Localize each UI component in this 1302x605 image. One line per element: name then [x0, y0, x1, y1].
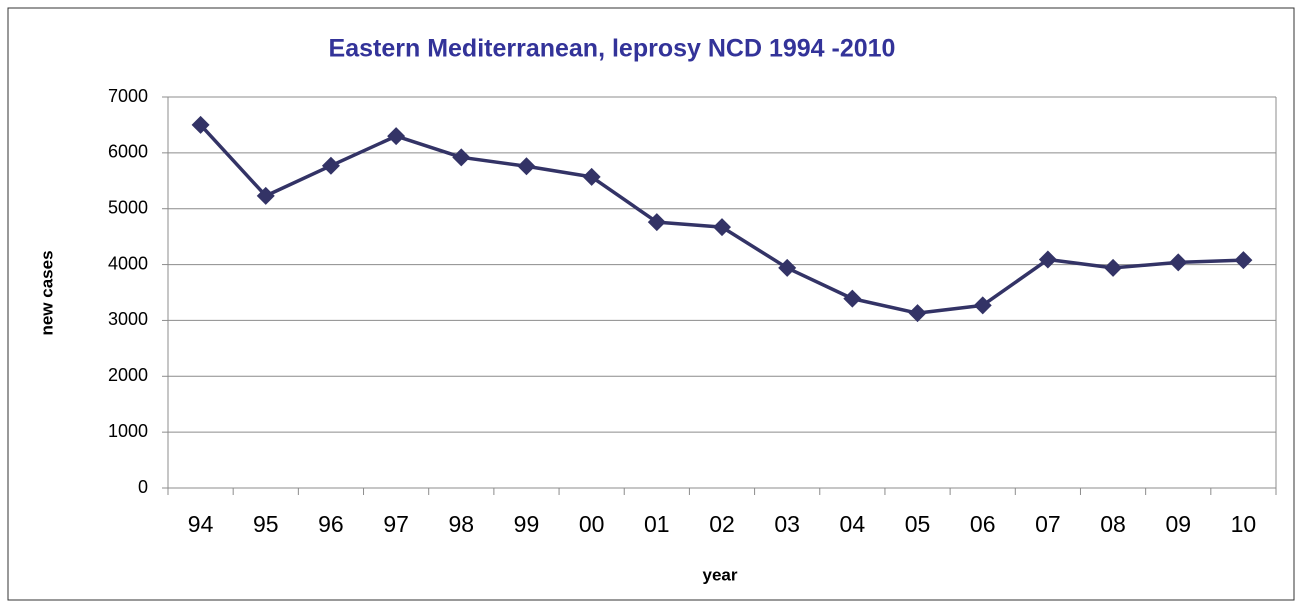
y-tick-label: 6000 [108, 142, 148, 162]
x-tick-label: 98 [448, 511, 474, 537]
x-tick-label: 00 [579, 511, 605, 537]
x-tick-label: 05 [905, 511, 931, 537]
data-point [973, 296, 992, 315]
y-tick-label: 2000 [108, 365, 148, 385]
x-tick-label: 07 [1035, 511, 1061, 537]
x-tick-label: 02 [709, 511, 735, 537]
data-point [778, 258, 797, 277]
data-point [387, 127, 406, 146]
data-point [713, 218, 731, 237]
data-point [647, 213, 666, 232]
data-point [191, 115, 210, 134]
x-tick-label: 97 [383, 511, 409, 537]
data-point [256, 186, 275, 205]
x-axis-label: year [703, 565, 738, 584]
x-tick-label: 94 [188, 511, 214, 537]
x-tick-label: 03 [774, 511, 800, 537]
x-tick-label: 95 [253, 511, 279, 537]
y-tick-label: 0 [138, 477, 148, 497]
y-axis-label: new cases [37, 250, 56, 335]
data-point [582, 167, 601, 186]
x-tick-label: 01 [644, 511, 670, 537]
chart-frame [7, 7, 1295, 601]
x-tick-label: 06 [970, 511, 996, 537]
x-tick-label: 09 [1165, 511, 1191, 537]
data-point [1234, 251, 1253, 270]
y-tick-label: 3000 [108, 309, 148, 329]
data-point [1038, 250, 1057, 269]
y-tick-label: 4000 [108, 253, 148, 273]
chart-title: Eastern Mediterranean, leprosy NCD 1994 … [329, 35, 896, 63]
data-point [452, 148, 471, 167]
x-tick-label: 08 [1100, 511, 1126, 537]
x-tick-label: 96 [318, 511, 344, 537]
x-tick-label: 04 [840, 511, 866, 537]
data-point [321, 156, 340, 175]
y-tick-label: 7000 [108, 86, 148, 106]
data-point [517, 157, 536, 176]
data-point [1104, 258, 1123, 277]
data-point [1169, 253, 1188, 272]
y-tick-label: 5000 [108, 197, 148, 217]
data-point [908, 304, 927, 323]
data-point [843, 289, 862, 308]
x-tick-label: 99 [514, 511, 540, 537]
x-tick-label: 10 [1231, 511, 1257, 537]
y-tick-label: 1000 [108, 421, 148, 441]
